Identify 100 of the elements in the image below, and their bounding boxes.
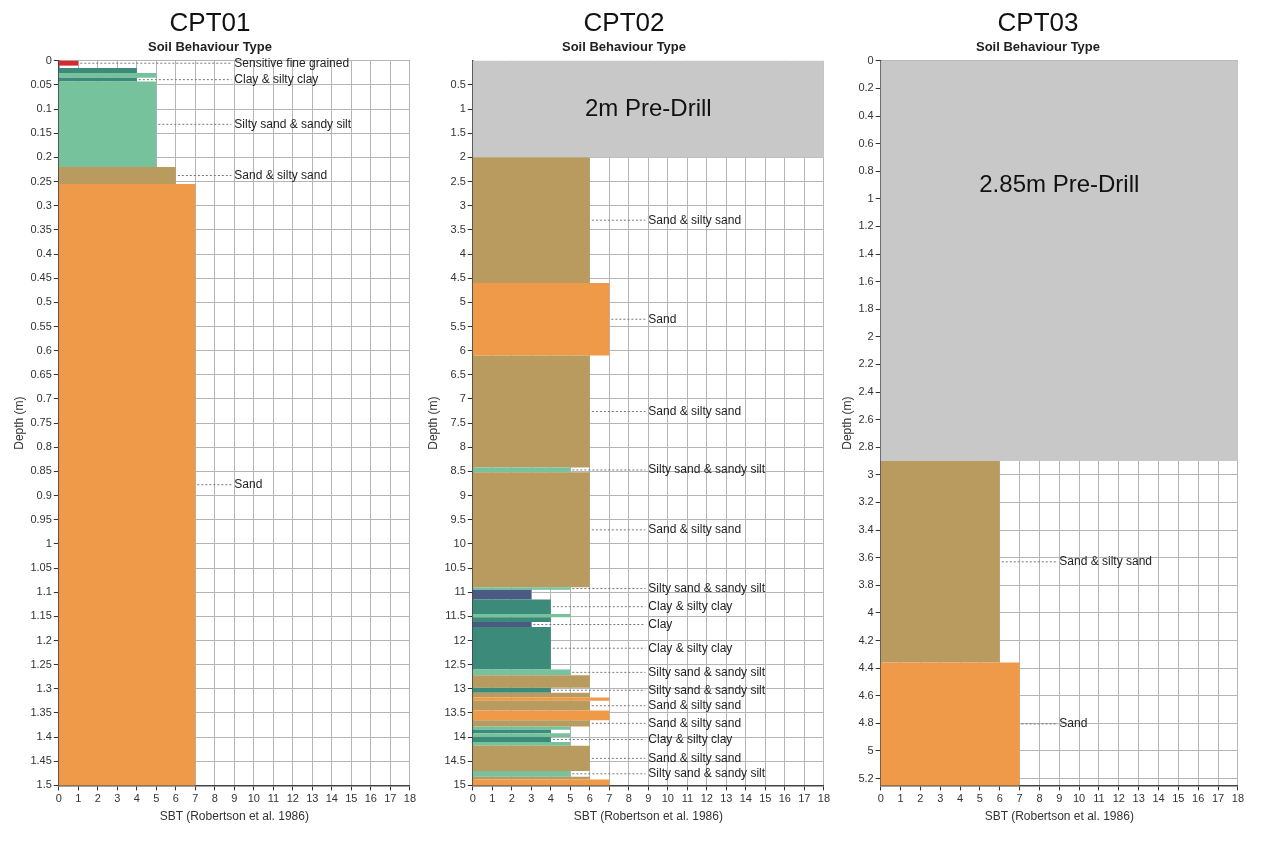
- x-tick-label: 17: [798, 792, 811, 805]
- x-tick-label: 11: [681, 792, 694, 805]
- x-tick-label: 13: [1132, 792, 1145, 805]
- y-tick-label: 2: [867, 329, 874, 342]
- y-tick-label: 8.5: [450, 464, 466, 477]
- y-tick-label: 0: [867, 53, 874, 66]
- chart-title: CPT03: [997, 6, 1079, 37]
- x-tick-label: 12: [286, 792, 299, 805]
- band-label: 2.85m Pre-Drill: [979, 170, 1140, 198]
- x-tick-label: 14: [739, 792, 752, 805]
- y-tick-label: 2: [459, 150, 466, 163]
- x-tick-label: 2: [94, 792, 101, 805]
- x-tick-label: 9: [231, 792, 238, 805]
- y-tick-label: 0.6: [858, 136, 874, 149]
- annotation: Sand & silty sand: [648, 698, 742, 713]
- y-tick-label: 0.5: [450, 77, 466, 90]
- annotation: Sand: [1059, 716, 1088, 731]
- y-tick-label: 6: [459, 343, 466, 356]
- x-tick-label: 16: [1192, 792, 1205, 805]
- x-tick-label: 17: [384, 792, 397, 805]
- x-tick-label: 11: [267, 792, 280, 805]
- x-axis-title: SBT (Robertson et al. 1986): [573, 809, 723, 824]
- x-tick-label: 13: [720, 792, 733, 805]
- x-tick-label: 10: [661, 792, 674, 805]
- x-tick-label: 2: [917, 792, 924, 805]
- x-tick-label: 10: [247, 792, 260, 805]
- y-tick-label: 15: [453, 778, 466, 791]
- y-tick-label: 4: [459, 247, 466, 260]
- y-tick-label: 0.15: [30, 126, 52, 139]
- annotation: Sand & silty sand: [1059, 554, 1153, 569]
- x-tick-label: 5: [153, 792, 160, 805]
- chart-subtitle: Soil Behaviour Type: [147, 38, 273, 54]
- y-tick-label: 1.4: [36, 730, 52, 743]
- y-tick-label: 4.5: [450, 271, 466, 284]
- y-tick-label: 0.9: [36, 488, 52, 501]
- y-tick-label: 1.2: [36, 633, 52, 646]
- x-tick-label: 14: [325, 792, 338, 805]
- x-tick-label: 10: [1073, 792, 1086, 805]
- y-axis-title: Depth (m): [425, 396, 440, 450]
- x-tick-label: 15: [759, 792, 772, 805]
- x-tick-label: 4: [547, 792, 554, 805]
- annotation: Sand & silty sand: [648, 403, 742, 418]
- y-tick-label: 0.2: [36, 150, 52, 163]
- x-tick-label: 12: [700, 792, 713, 805]
- y-tick-label: 10: [453, 536, 466, 549]
- x-tick-label: 7: [192, 792, 199, 805]
- x-tick-label: 7: [1016, 792, 1023, 805]
- x-tick-label: 8: [1036, 792, 1043, 805]
- y-tick-label: 5.2: [858, 771, 874, 784]
- chart-title: CPT02: [583, 6, 665, 37]
- x-tick-label: 11: [1093, 792, 1105, 805]
- x-tick-label: 17: [1211, 792, 1225, 805]
- annotation: Silty sand & sandy silt: [648, 462, 766, 477]
- y-tick-label: 1.35: [30, 705, 52, 718]
- y-tick-label: 1: [45, 536, 52, 549]
- y-tick-label: 0.7: [36, 391, 52, 404]
- y-tick-label: 0.6: [36, 343, 52, 356]
- y-tick-label: 4.2: [858, 633, 874, 646]
- annotation: Clay & silty clay: [648, 598, 733, 613]
- y-tick-label: 0.8: [36, 440, 52, 453]
- y-tick-label: 1.5: [36, 778, 52, 791]
- chart-subtitle: Soil Behaviour Type: [561, 38, 687, 54]
- y-tick-label: 1.3: [36, 681, 52, 694]
- annotation: Silty sand & sandy silt: [648, 580, 766, 595]
- x-tick-label: 4: [957, 792, 964, 805]
- y-axis-title: Depth (m): [839, 396, 854, 450]
- y-tick-label: 1.8: [858, 302, 874, 315]
- y-tick-label: 0.85: [30, 464, 52, 477]
- y-tick-label: 1.2: [858, 219, 874, 232]
- annotation: Sensitive fine grained: [234, 55, 350, 70]
- x-axis-title: SBT (Robertson et al. 1986): [984, 809, 1134, 824]
- y-tick-label: 14: [453, 730, 466, 743]
- y-tick-label: 0.25: [30, 174, 52, 187]
- y-tick-label: 4.8: [858, 716, 874, 729]
- y-tick-label: 4: [867, 605, 874, 618]
- y-tick-label: 1.15: [30, 609, 52, 622]
- x-tick-label: 7: [606, 792, 613, 805]
- y-tick-label: 0.8: [858, 164, 874, 177]
- y-tick-label: 1.6: [858, 274, 874, 287]
- annotation: Silty sand & sandy silt: [234, 116, 352, 131]
- y-tick-label: 3: [459, 198, 466, 211]
- y-tick-label: 0.1: [36, 102, 52, 115]
- chart-subtitle: Soil Behaviour Type: [975, 38, 1101, 54]
- y-tick-label: 11: [454, 585, 466, 598]
- x-tick-label: 5: [976, 792, 983, 805]
- y-tick-label: 0.35: [30, 222, 52, 235]
- annotation: Clay & silty clay: [648, 640, 733, 655]
- y-tick-label: 1.05: [30, 561, 52, 574]
- y-tick-label: 0.95: [30, 512, 52, 525]
- y-tick-label: 13: [453, 681, 466, 694]
- y-tick-label: 11.5: [445, 609, 466, 622]
- y-tick-label: 3.4: [858, 523, 874, 536]
- x-tick-label: 12: [1112, 792, 1125, 805]
- x-tick-label: 6: [586, 792, 593, 805]
- band-label: 2m Pre-Drill: [585, 93, 712, 121]
- x-axis-title: SBT (Robertson et al. 1986): [159, 809, 309, 824]
- x-tick-label: 8: [625, 792, 632, 805]
- y-tick-label: 9: [459, 488, 466, 501]
- x-tick-label: 16: [778, 792, 791, 805]
- y-tick-label: 0.75: [30, 416, 52, 429]
